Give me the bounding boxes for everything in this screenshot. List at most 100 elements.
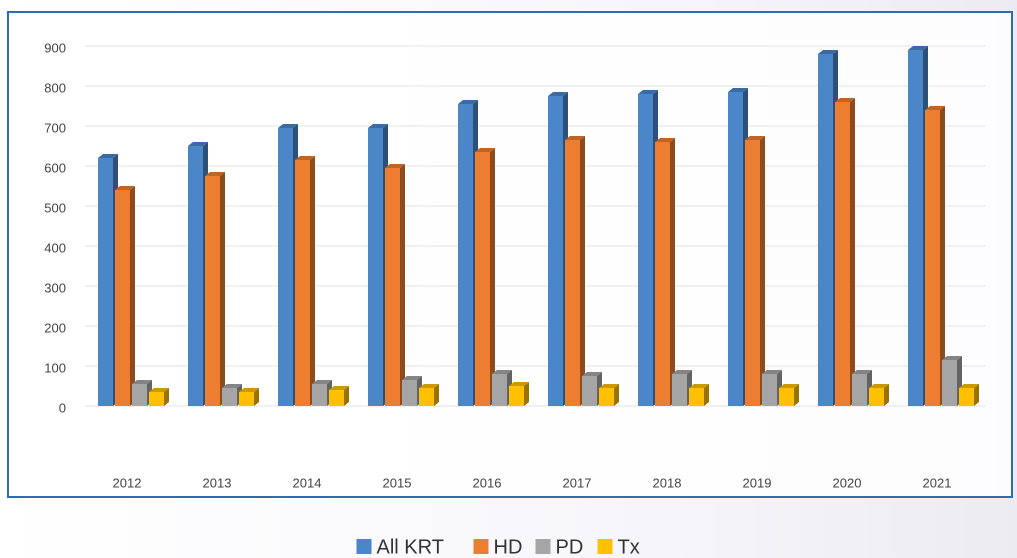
bar-face <box>312 384 327 406</box>
bar-face <box>638 94 653 406</box>
x-tick-label: 2021 <box>923 475 952 490</box>
bar-face <box>402 380 417 406</box>
bar <box>419 384 439 406</box>
bar-face <box>524 382 529 406</box>
x-tick-label: 2013 <box>203 475 232 490</box>
bar <box>115 186 135 406</box>
bar-face <box>580 136 585 406</box>
x-tick-label: 2020 <box>833 475 862 490</box>
bar-face <box>852 370 872 374</box>
bar <box>295 156 315 406</box>
y-tick-label: 400 <box>44 240 66 255</box>
legend-swatch <box>473 539 489 554</box>
bar-face <box>458 104 473 406</box>
bar-face <box>368 128 383 406</box>
bar-face <box>344 386 349 406</box>
bar-face <box>638 90 658 94</box>
bar <box>655 138 675 406</box>
x-tick-label: 2016 <box>473 475 502 490</box>
bar-face <box>419 388 434 406</box>
bar-face <box>835 102 850 406</box>
bar-face <box>745 136 765 140</box>
bar-face <box>278 128 293 406</box>
bar-face <box>565 140 580 406</box>
bar-face <box>852 374 867 406</box>
y-tick-label: 0 <box>59 400 66 415</box>
bar-face <box>925 110 940 406</box>
bar-face <box>475 152 490 406</box>
bar-face <box>98 154 118 158</box>
legend-swatch <box>356 539 372 554</box>
bar-face <box>689 384 709 388</box>
bar-face <box>728 92 743 406</box>
bar-face <box>149 388 169 392</box>
bar-face <box>599 388 614 406</box>
bar-face <box>132 380 152 384</box>
bar <box>689 384 709 406</box>
bar-face <box>188 146 203 406</box>
bar <box>565 136 585 406</box>
bar-face <box>254 388 259 406</box>
bar-face <box>745 140 760 406</box>
legend-swatch <box>597 539 613 554</box>
bar-face <box>850 98 855 406</box>
bar-face <box>130 186 135 406</box>
bar-face <box>368 124 388 128</box>
bar-face <box>670 138 675 406</box>
bar-face <box>672 374 687 406</box>
bar-face <box>760 136 765 406</box>
bar-face <box>419 384 439 388</box>
x-tick-label: 2019 <box>743 475 772 490</box>
bar-face <box>548 96 563 406</box>
bar-face <box>548 92 568 96</box>
bar-face <box>509 386 524 406</box>
bar-face <box>205 172 225 176</box>
x-tick-label: 2018 <box>653 475 682 490</box>
y-tick-label: 700 <box>44 120 66 135</box>
bar-face <box>115 190 130 406</box>
bar-face <box>400 164 405 406</box>
bar-face <box>385 168 400 406</box>
y-tick-label: 200 <box>44 320 66 335</box>
bar <box>509 382 529 406</box>
legend-label: PD <box>556 536 584 558</box>
bar-face <box>925 106 945 110</box>
bar-face <box>908 46 928 50</box>
bar-face <box>475 148 495 152</box>
bar <box>385 164 405 406</box>
bar-face <box>492 370 512 374</box>
bar-face <box>582 372 602 376</box>
bar-face <box>278 124 298 128</box>
bar-face <box>940 106 945 406</box>
bar <box>779 384 799 406</box>
bar-face <box>779 388 794 406</box>
bar-face <box>818 50 838 54</box>
legend-label: All KRT <box>377 536 444 558</box>
bar-face <box>402 376 422 380</box>
legend-label: HD <box>494 536 523 558</box>
bar-face <box>312 380 332 384</box>
bar <box>239 388 259 406</box>
bar <box>475 148 495 406</box>
bar-face <box>779 384 799 388</box>
bar-face <box>728 88 748 92</box>
bar-face <box>959 388 974 406</box>
bar-face <box>329 390 344 406</box>
y-tick-label: 800 <box>44 80 66 95</box>
bar-face <box>132 384 147 406</box>
bar-face <box>762 370 782 374</box>
bar-face <box>509 382 529 386</box>
bar-face <box>98 158 113 406</box>
bar-face <box>655 142 670 406</box>
y-tick-label: 900 <box>44 40 66 55</box>
y-tick-label: 500 <box>44 200 66 215</box>
legend-label: Tx <box>618 536 640 558</box>
bar-face <box>655 138 675 142</box>
bar <box>869 384 889 406</box>
bar-face <box>295 156 315 160</box>
bar <box>132 380 152 406</box>
bar-face <box>385 164 405 168</box>
bar <box>149 388 169 406</box>
bar-face <box>835 98 855 102</box>
